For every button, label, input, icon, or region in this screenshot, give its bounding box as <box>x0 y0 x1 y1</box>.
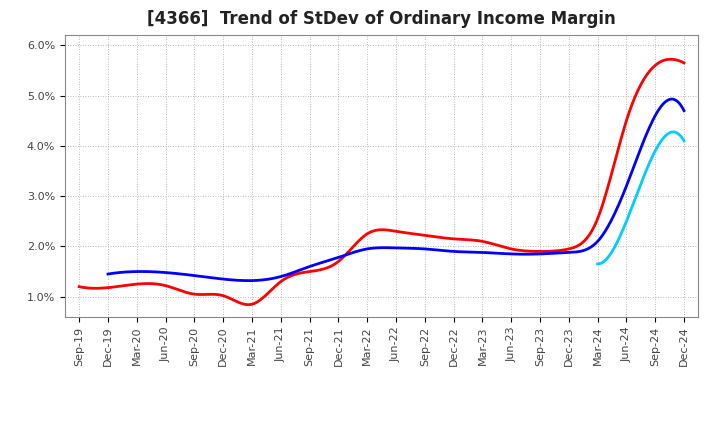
5 Years <box>591 241 600 246</box>
3 Years <box>665 57 674 62</box>
Line: 3 Years: 3 Years <box>79 59 684 304</box>
3 Years <box>625 109 634 114</box>
Line: 5 Years: 5 Years <box>108 99 684 281</box>
3 Years <box>680 60 688 66</box>
3 Years <box>447 236 456 241</box>
7 Years <box>669 129 678 135</box>
7 Years <box>680 138 688 143</box>
5 Years <box>106 271 114 276</box>
7 Years <box>646 158 654 163</box>
3 Years <box>75 284 84 289</box>
5 Years <box>446 249 455 254</box>
3 Years <box>437 235 446 240</box>
3 Years <box>245 302 253 307</box>
5 Years <box>104 271 112 277</box>
5 Years <box>668 96 677 102</box>
3 Years <box>587 230 595 235</box>
7 Years <box>593 261 602 267</box>
5 Years <box>680 108 688 113</box>
7 Years <box>672 130 680 135</box>
5 Years <box>449 249 457 254</box>
3 Years <box>77 284 86 290</box>
Line: 7 Years: 7 Years <box>598 132 684 264</box>
7 Years <box>644 162 653 167</box>
7 Years <box>644 161 653 166</box>
7 Years <box>593 261 602 267</box>
5 Years <box>244 278 253 283</box>
3 Years <box>435 235 444 240</box>
7 Years <box>666 130 675 135</box>
Title: [4366]  Trend of StDev of Ordinary Income Margin: [4366] Trend of StDev of Ordinary Income… <box>147 10 616 28</box>
5 Years <box>458 249 467 254</box>
5 Years <box>628 169 636 174</box>
